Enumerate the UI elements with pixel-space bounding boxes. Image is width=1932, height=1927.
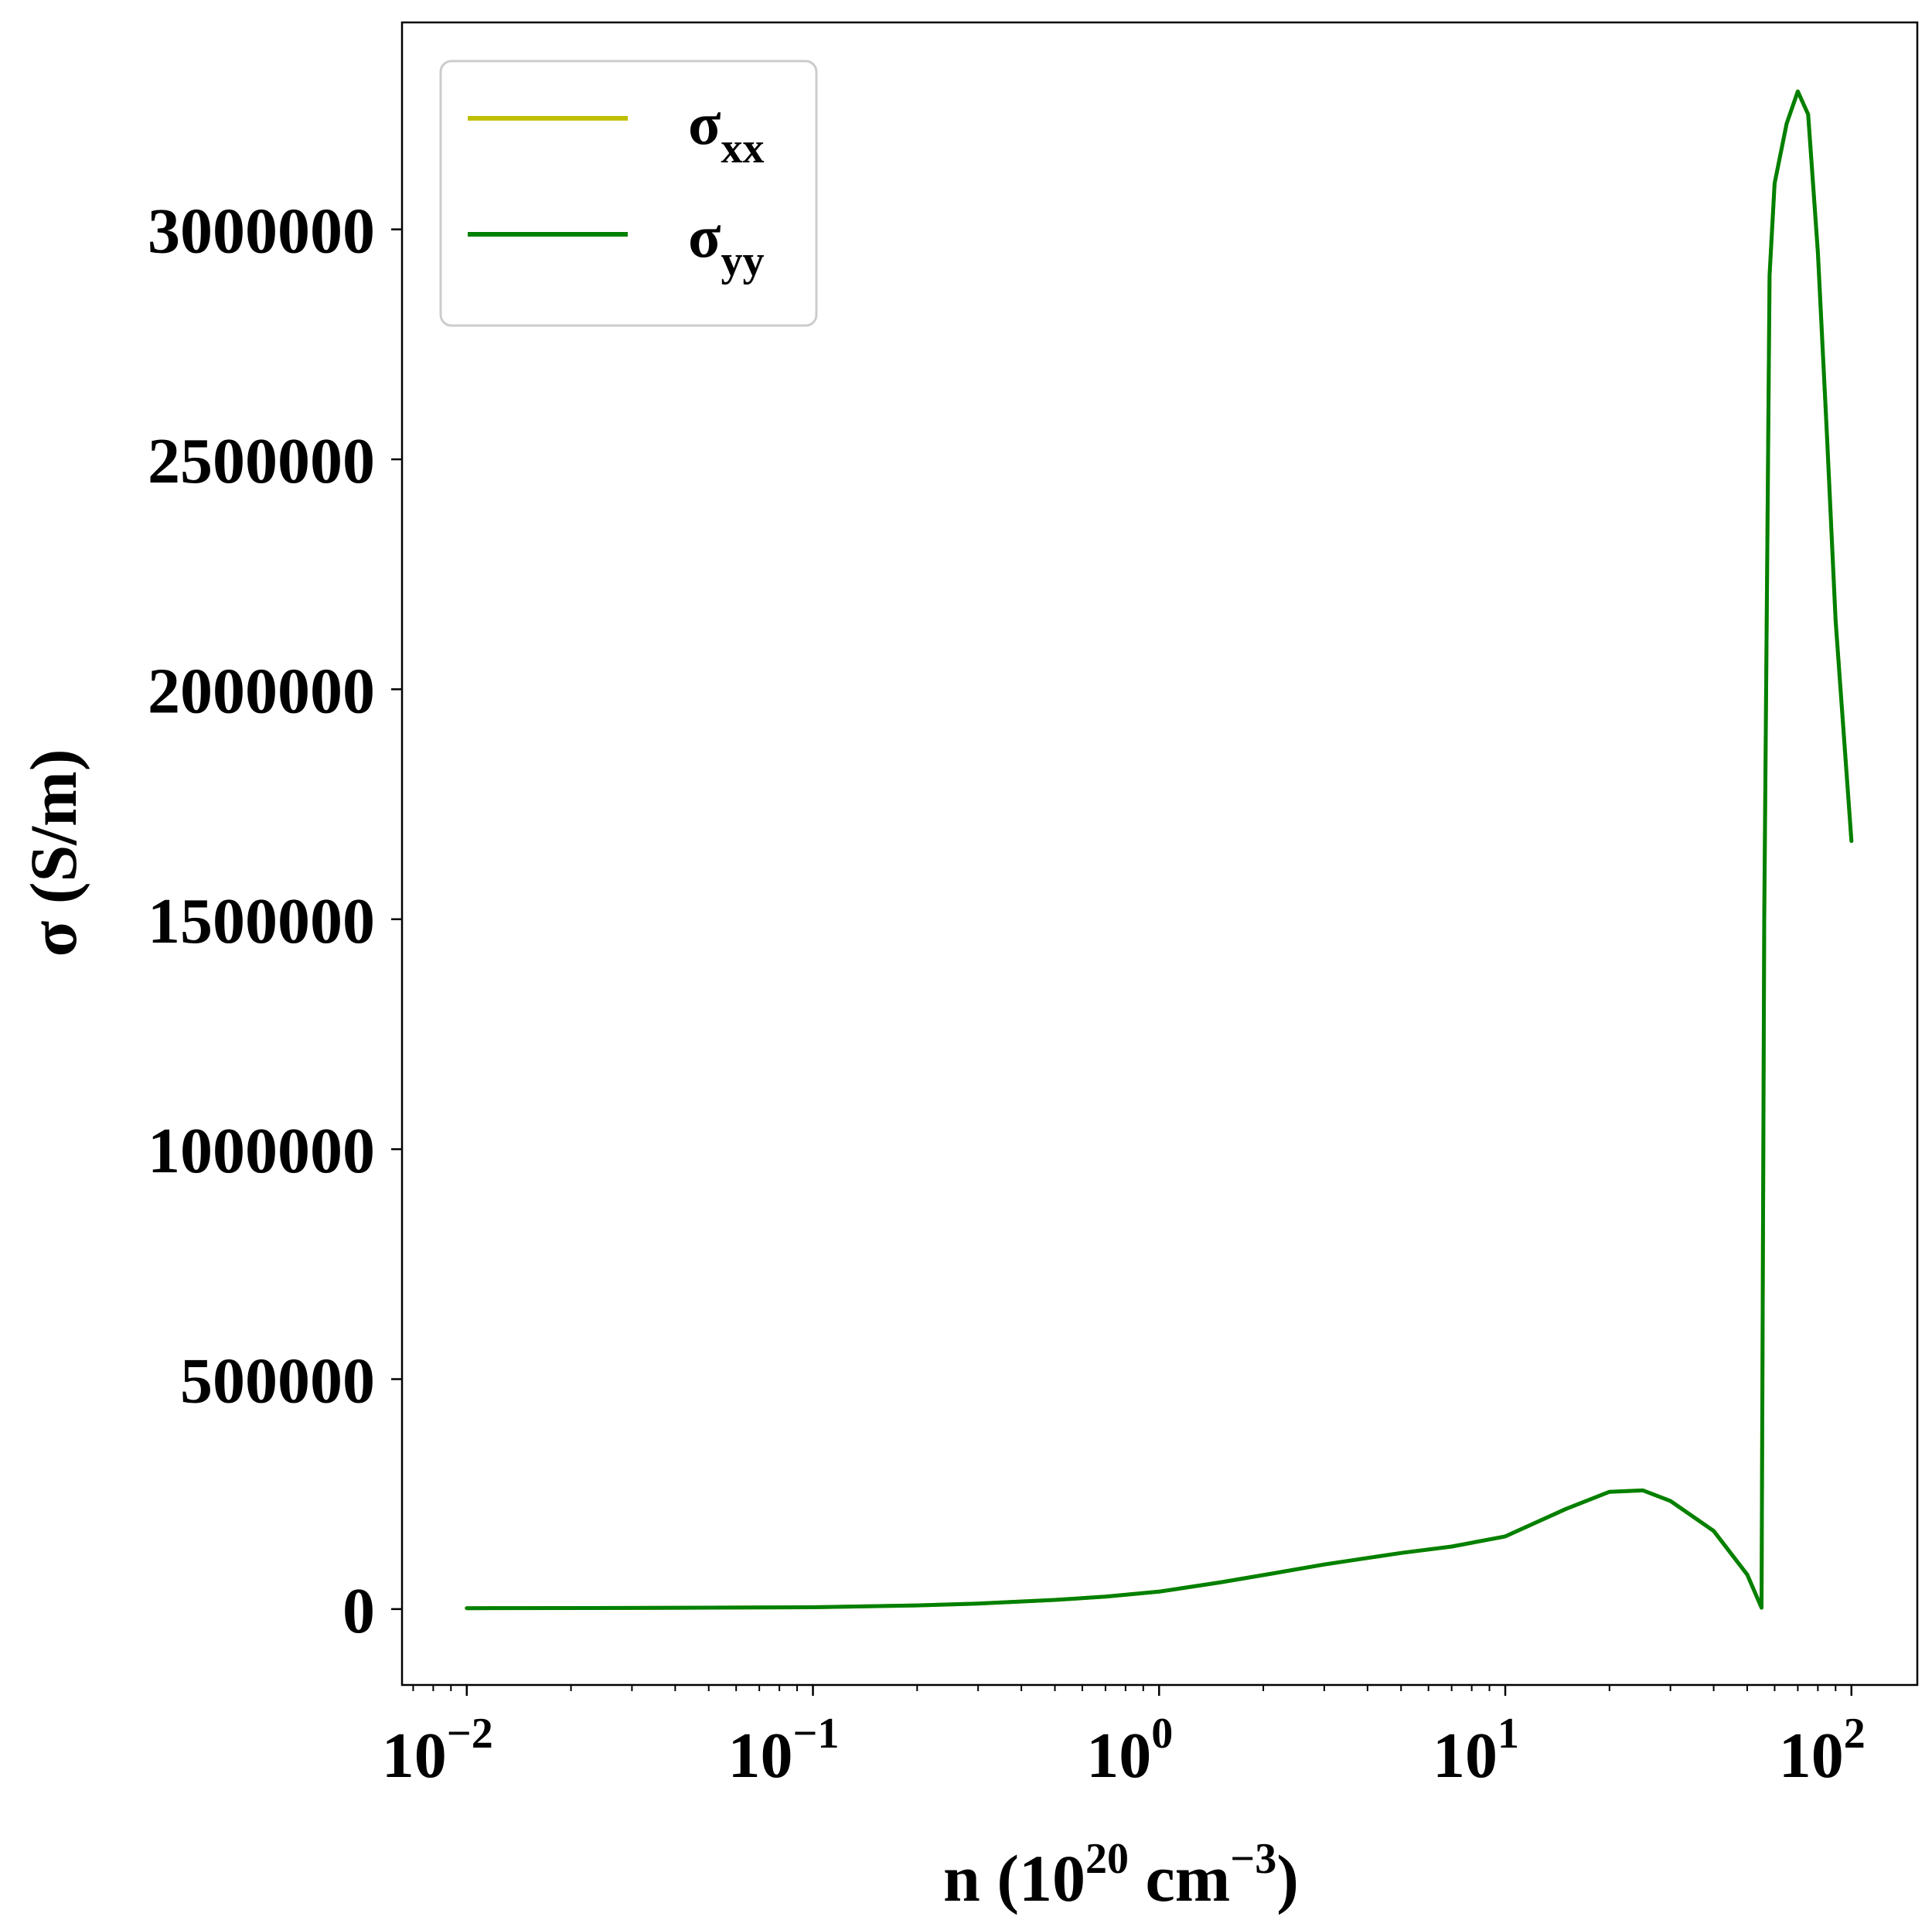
x-axis-title-exp2: −3 bbox=[1230, 1835, 1276, 1883]
x-axis-title-exp1: 20 bbox=[1085, 1835, 1129, 1883]
y-tick-label: 2000000 bbox=[148, 655, 375, 727]
x-tick-label-base: 10 bbox=[1086, 1720, 1151, 1792]
x-minor-ticks bbox=[412, 1685, 1837, 1691]
y-ticks: 0 500000 1000000 1500000 2000000 2500000 30000… bbox=[148, 196, 402, 1647]
x-tick-label: 102 bbox=[1779, 1710, 1866, 1792]
x-tick-label: 101 bbox=[1433, 1710, 1519, 1792]
x-axis-title-end: ) bbox=[1276, 1841, 1299, 1915]
x-tick-label-base: 10 bbox=[1779, 1720, 1844, 1792]
x-axis-title: n (1020 cm−3) bbox=[943, 1835, 1299, 1915]
y-tick-label: 0 bbox=[342, 1575, 375, 1647]
x-tick-label-exp: 2 bbox=[1844, 1710, 1866, 1758]
x-axis-title-mid: cm bbox=[1129, 1841, 1230, 1915]
legend-label-sigma-yy: σyy bbox=[688, 203, 764, 285]
legend-label-sigma-yy-sub: yy bbox=[721, 237, 764, 285]
legend-box bbox=[439, 60, 818, 327]
y-tick-label: 1500000 bbox=[148, 885, 375, 957]
legend-label-sigma-xx-sub: xx bbox=[721, 124, 764, 172]
y-axis-title: σ (S/m) bbox=[16, 749, 90, 957]
y-tick-label: 500000 bbox=[180, 1345, 375, 1417]
x-tick-label-base: 10 bbox=[728, 1720, 793, 1792]
x-tick-label-base: 10 bbox=[1433, 1720, 1498, 1792]
x-tick-label: 100 bbox=[1086, 1710, 1173, 1792]
x-tick-label-exp: 0 bbox=[1151, 1710, 1173, 1758]
x-tick-label-exp: −2 bbox=[447, 1710, 493, 1758]
x-tick-label-exp: 1 bbox=[1498, 1710, 1519, 1758]
y-tick-label: 1000000 bbox=[148, 1115, 375, 1187]
x-tick-label-base: 10 bbox=[382, 1720, 447, 1792]
x-ticks: 10−2 10−1 100 101 102 bbox=[382, 1685, 1866, 1792]
x-tick-label: 10−2 bbox=[382, 1710, 493, 1792]
x-axis-title-base: n (10 bbox=[943, 1841, 1085, 1915]
y-tick-label: 2500000 bbox=[148, 425, 375, 497]
y-tick-label: 3000000 bbox=[148, 196, 375, 268]
legend-label-sigma-xx: σxx bbox=[688, 90, 764, 172]
x-tick-label-exp: −1 bbox=[793, 1710, 840, 1758]
series-line-yy bbox=[465, 89, 1854, 1611]
legend-label-sigma-yy-base: σ bbox=[688, 203, 721, 270]
legend: σxx σyy bbox=[439, 60, 818, 327]
legend-label-sigma-xx-base: σ bbox=[688, 90, 721, 157]
plot-lines bbox=[465, 89, 1854, 1611]
x-tick-label: 10−1 bbox=[728, 1710, 840, 1792]
